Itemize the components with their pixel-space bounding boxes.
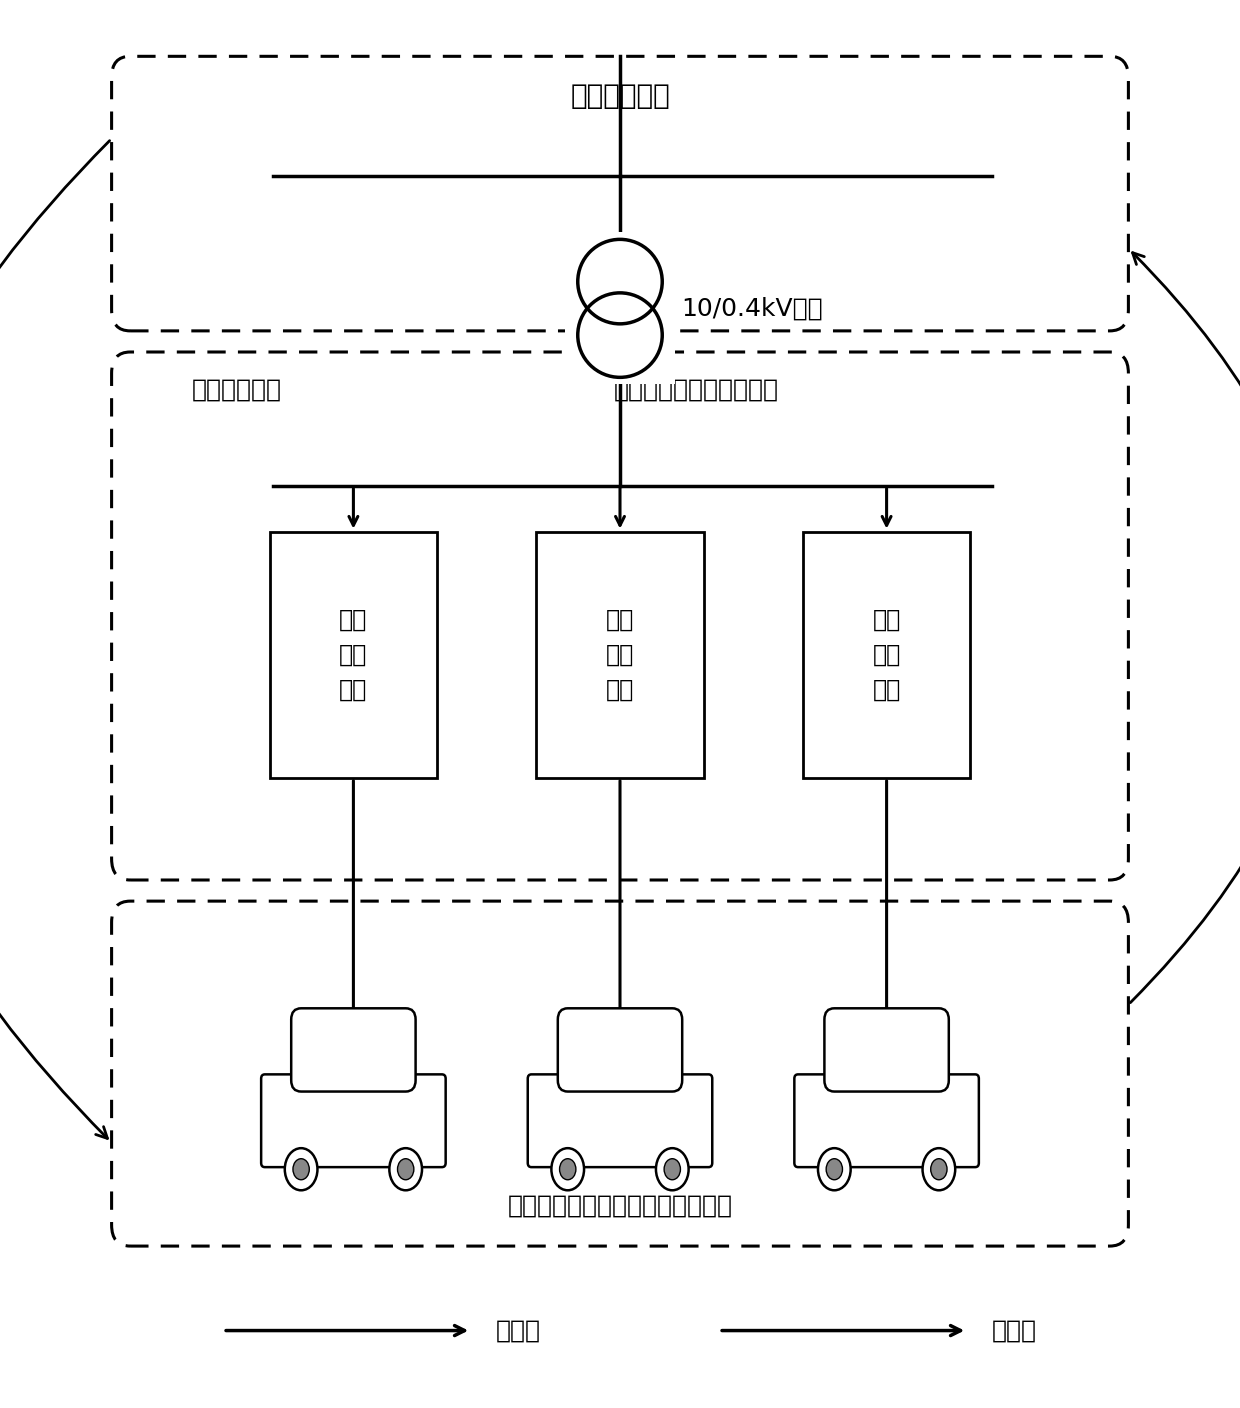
Text: 信息流: 信息流 xyxy=(992,1318,1037,1343)
FancyBboxPatch shape xyxy=(262,1074,445,1167)
Ellipse shape xyxy=(818,1148,851,1190)
Ellipse shape xyxy=(826,1159,842,1180)
Ellipse shape xyxy=(559,1159,575,1180)
Ellipse shape xyxy=(398,1159,414,1180)
Ellipse shape xyxy=(285,1148,317,1190)
Bar xyxy=(536,531,703,777)
Ellipse shape xyxy=(293,1159,309,1180)
Ellipse shape xyxy=(656,1148,688,1190)
Bar xyxy=(270,531,438,777)
Text: 电动汽车用户层（车载智能终端）: 电动汽车用户层（车载智能终端） xyxy=(507,1194,733,1218)
FancyArrowPatch shape xyxy=(0,141,109,1139)
Ellipse shape xyxy=(923,1148,955,1190)
Text: 10/0.4kV配变: 10/0.4kV配变 xyxy=(681,296,822,321)
FancyBboxPatch shape xyxy=(558,1008,682,1091)
Text: 充电站智能人机交互终端: 充电站智能人机交互终端 xyxy=(614,377,779,401)
Bar xyxy=(804,531,970,777)
Text: 充电
模式
选择: 充电 模式 选择 xyxy=(606,607,634,703)
Text: 充电
模式
选择: 充电 模式 选择 xyxy=(340,607,367,703)
FancyBboxPatch shape xyxy=(291,1008,415,1091)
Text: 配电网管理层: 配电网管理层 xyxy=(570,82,670,110)
Ellipse shape xyxy=(552,1148,584,1190)
Text: 充电
模式
选择: 充电 模式 选择 xyxy=(873,607,900,703)
Text: 电力流: 电力流 xyxy=(496,1318,541,1343)
Text: 充电桶运营层: 充电桶运营层 xyxy=(192,377,283,401)
FancyBboxPatch shape xyxy=(795,1074,978,1167)
Ellipse shape xyxy=(389,1148,422,1190)
Ellipse shape xyxy=(931,1159,947,1180)
Ellipse shape xyxy=(665,1159,681,1180)
FancyBboxPatch shape xyxy=(825,1008,949,1091)
FancyArrowPatch shape xyxy=(1131,252,1240,1002)
FancyBboxPatch shape xyxy=(528,1074,712,1167)
Bar xyxy=(565,232,675,384)
